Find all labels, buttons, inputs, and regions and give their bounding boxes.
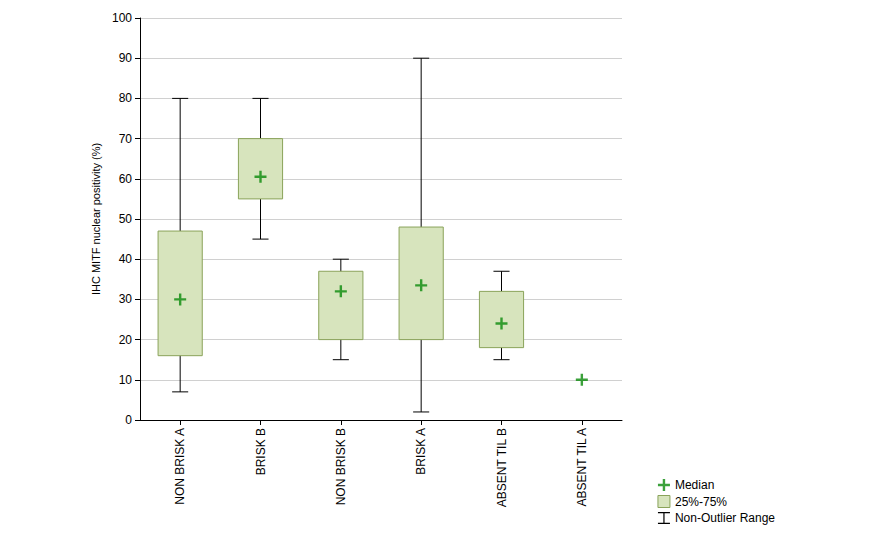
svg-text:NON BRISK A: NON BRISK A xyxy=(173,428,187,505)
svg-text:90: 90 xyxy=(119,51,133,65)
svg-text:50: 50 xyxy=(119,212,133,226)
svg-text:Non-Outlier Range: Non-Outlier Range xyxy=(675,511,775,525)
svg-text:20: 20 xyxy=(119,333,133,347)
svg-text:ABSENT TIL A: ABSENT TIL A xyxy=(575,428,589,506)
svg-text:0: 0 xyxy=(125,413,132,427)
svg-text:70: 70 xyxy=(119,132,133,146)
svg-text:10: 10 xyxy=(119,373,133,387)
svg-text:Median: Median xyxy=(675,478,714,492)
svg-text:BRISK B: BRISK B xyxy=(254,428,268,475)
svg-text:60: 60 xyxy=(119,172,133,186)
svg-text:80: 80 xyxy=(119,91,133,105)
svg-text:NON BRISK B: NON BRISK B xyxy=(334,428,348,505)
svg-text:25%-75%: 25%-75% xyxy=(675,495,727,509)
svg-text:40: 40 xyxy=(119,252,133,266)
svg-text:ABSENT TIL B: ABSENT TIL B xyxy=(495,428,509,507)
svg-text:30: 30 xyxy=(119,292,133,306)
svg-text:BRISK A: BRISK A xyxy=(414,428,428,475)
svg-text:IHC MITF nuclear positivity (%: IHC MITF nuclear positivity (%) xyxy=(90,143,102,295)
svg-text:100: 100 xyxy=(112,11,132,25)
